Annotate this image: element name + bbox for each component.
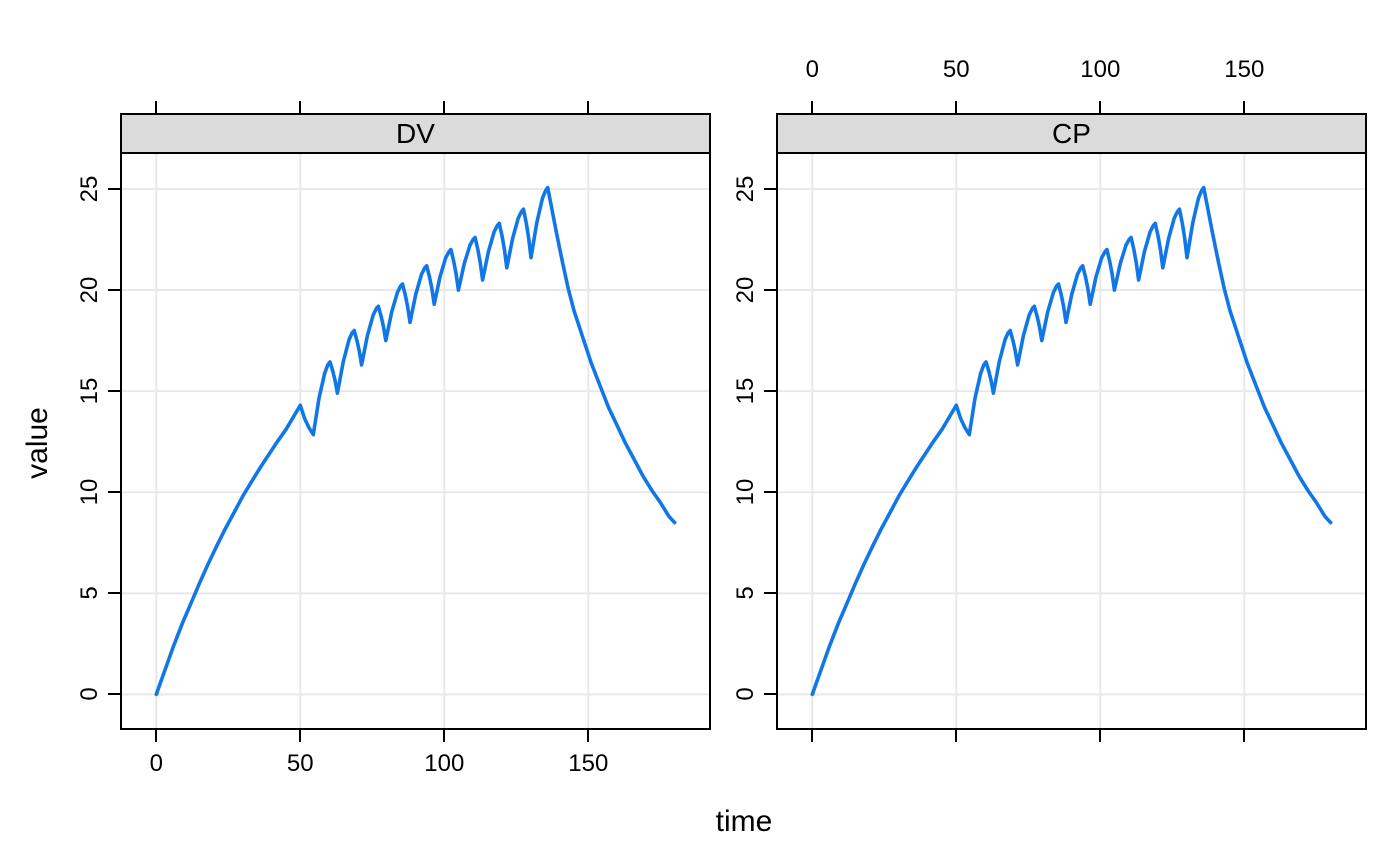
y-tick-left [108,491,120,494]
x-tick-top [299,101,302,113]
y-tick-left [764,491,776,494]
x-tick-top [955,101,958,113]
y-tick-label-text: 20 [76,276,103,304]
y-tick-left [108,390,120,393]
x-tick-label-bottom: 50 [286,750,314,777]
x-tick-bottom [955,730,958,742]
x-tick-label-top: 100 [1080,56,1121,83]
y-tick-label-text: 25 [732,175,759,203]
x-axis-title: time [715,805,773,838]
x-tick-bottom [1243,730,1246,742]
x-tick-bottom [587,730,590,742]
y-tick-label-text: 5 [76,586,103,601]
y-tick-left [764,592,776,595]
y-tick-left [764,390,776,393]
y-tick-left [108,289,120,292]
y-axis-title: value [21,407,54,479]
y-tick-left [108,592,120,595]
x-tick-top [811,101,814,113]
y-tick-label-text: 20 [732,276,759,304]
y-tick-left [764,187,776,190]
x-tick-top [155,101,158,113]
x-tick-label-top: 150 [1224,56,1265,83]
x-tick-bottom [155,730,158,742]
x-tick-label-bottom: 0 [149,750,163,777]
y-tick-label-text: 15 [76,377,103,405]
y-tick-left [764,693,776,696]
plot-area-dv [120,152,711,730]
x-tick-bottom [299,730,302,742]
panel-border [120,152,711,730]
y-tick-label-text: 0 [76,687,103,702]
x-tick-bottom [1099,730,1102,742]
y-tick-label-text: 5 [732,586,759,601]
panel-strip-dv: DV [120,113,711,152]
x-tick-label-top: 0 [805,56,819,83]
x-tick-bottom [811,730,814,742]
x-tick-label-top: 50 [942,56,970,83]
plot-area-cp [776,152,1367,730]
strip-label-cp: CP [1052,117,1091,149]
chart-svg-dv [120,152,711,730]
x-tick-top [587,101,590,113]
y-tick-left [108,693,120,696]
panel-dv: DV [120,113,711,730]
x-tick-label-bottom: 150 [568,750,609,777]
y-tick-label-text: 25 [76,175,103,203]
x-tick-label-bottom: 100 [424,750,465,777]
series-line-dv [154,185,677,697]
x-tick-top [1243,101,1246,113]
y-tick-label-text: 10 [76,478,103,506]
y-tick-left [764,289,776,292]
y-tick-label-text: 15 [732,377,759,405]
panel-strip-cp: CP [776,113,1367,152]
y-tick-left [108,187,120,190]
x-tick-bottom [443,730,446,742]
panel-cp: CP [776,113,1367,730]
panel-border [776,152,1367,730]
chart-svg-cp [776,152,1367,730]
x-tick-top [1099,101,1102,113]
y-tick-label-text: 0 [732,687,759,702]
y-tick-label-text: 10 [732,478,759,506]
series-line-cp [810,185,1333,697]
strip-label-dv: DV [396,117,435,149]
x-tick-top [443,101,446,113]
